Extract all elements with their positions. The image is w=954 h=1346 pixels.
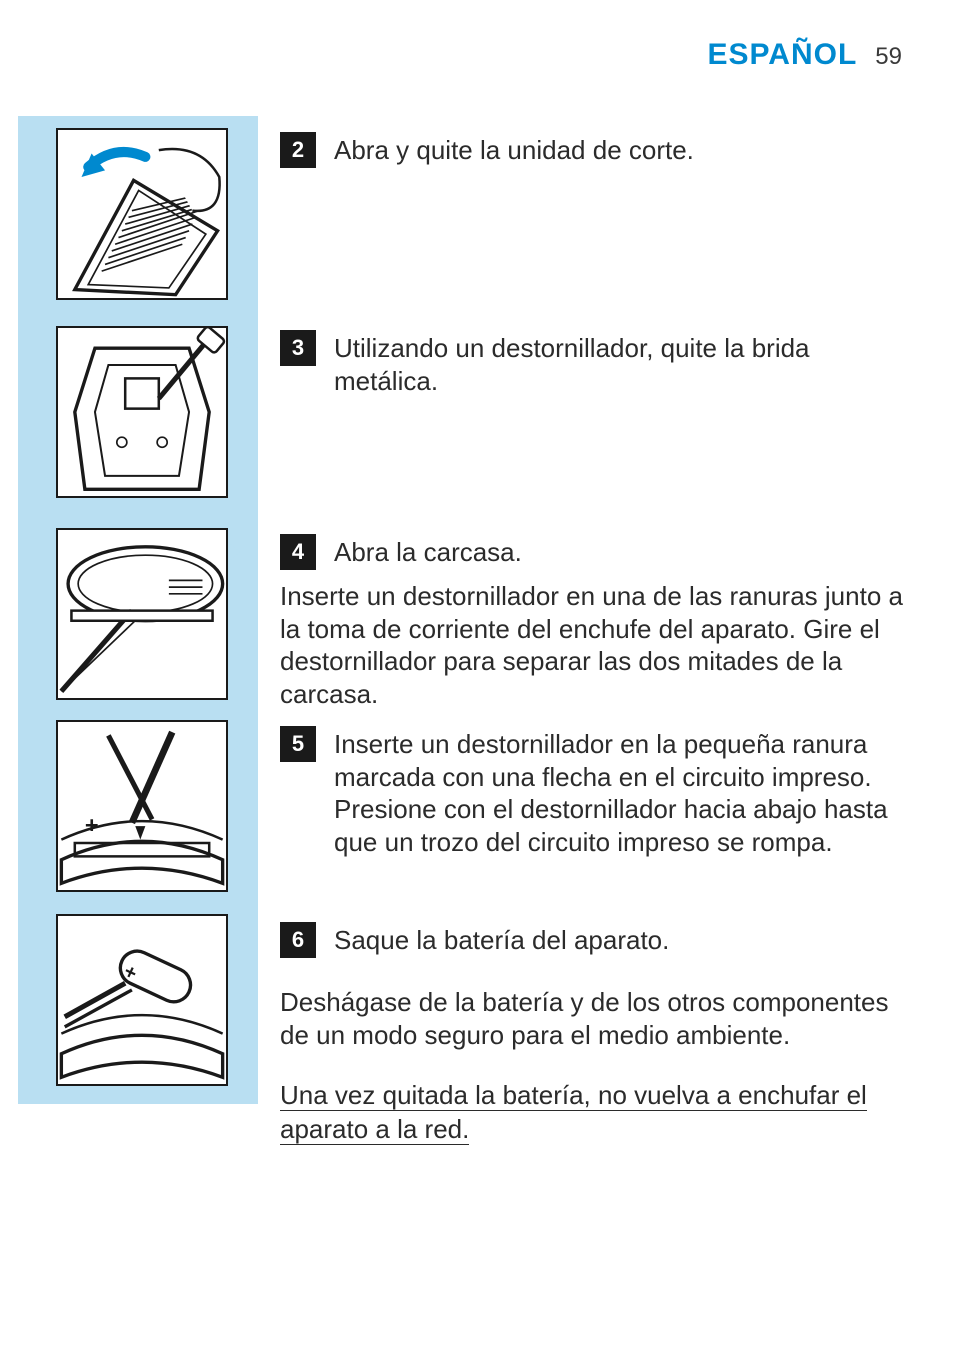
screwdriver-bracket-icon [58, 328, 226, 496]
step-5: 5 Inserte un destornillador en la pequeñ… [280, 726, 910, 858]
illustration-thumb-5: + [56, 914, 228, 1086]
step-number-badge: 2 [280, 132, 316, 168]
cutting-unit-icon [58, 130, 226, 298]
press-pcb-icon: + [58, 722, 226, 890]
step-title: Abra y quite la unidad de corte. [334, 134, 694, 167]
step-title: Saque la batería del aparato. [334, 924, 669, 957]
step-followup: Deshágase de la batería y de los otros c… [280, 986, 910, 1051]
step-number-badge: 4 [280, 534, 316, 570]
warning-note: Una vez quitada la batería, no vuelva a … [280, 1079, 910, 1147]
step-2: 2 Abra y quite la unidad de corte. [280, 132, 910, 168]
step-number-badge: 5 [280, 726, 316, 762]
page-header: ESPAÑOL 59 [708, 38, 903, 72]
step-6: 6 Saque la batería del aparato. [280, 922, 910, 958]
step-number-badge: 6 [280, 922, 316, 958]
warning-text: Una vez quitada la batería, no vuelva a … [280, 1080, 867, 1145]
step-title: Utilizando un destornillador, quite la b… [334, 332, 910, 397]
illustration-thumb-4: + [56, 720, 228, 892]
step-number-badge: 3 [280, 330, 316, 366]
step-body: Inserte un destornillador en una de las … [280, 580, 910, 710]
illustration-thumb-2 [56, 326, 228, 498]
step-4: 4 Abra la carcasa. [280, 534, 910, 570]
step-title: Inserte un destornillador en la pequeña … [334, 728, 910, 858]
illustration-thumb-1 [56, 128, 228, 300]
svg-text:+: + [85, 812, 99, 838]
step-title: Abra la carcasa. [334, 536, 522, 569]
illustration-thumb-3 [56, 528, 228, 700]
page-number: 59 [875, 43, 902, 71]
step-3: 3 Utilizando un destornillador, quite la… [280, 330, 910, 397]
language-title: ESPAÑOL [708, 38, 858, 72]
open-housing-icon [58, 530, 226, 698]
remove-battery-icon: + [58, 916, 226, 1084]
